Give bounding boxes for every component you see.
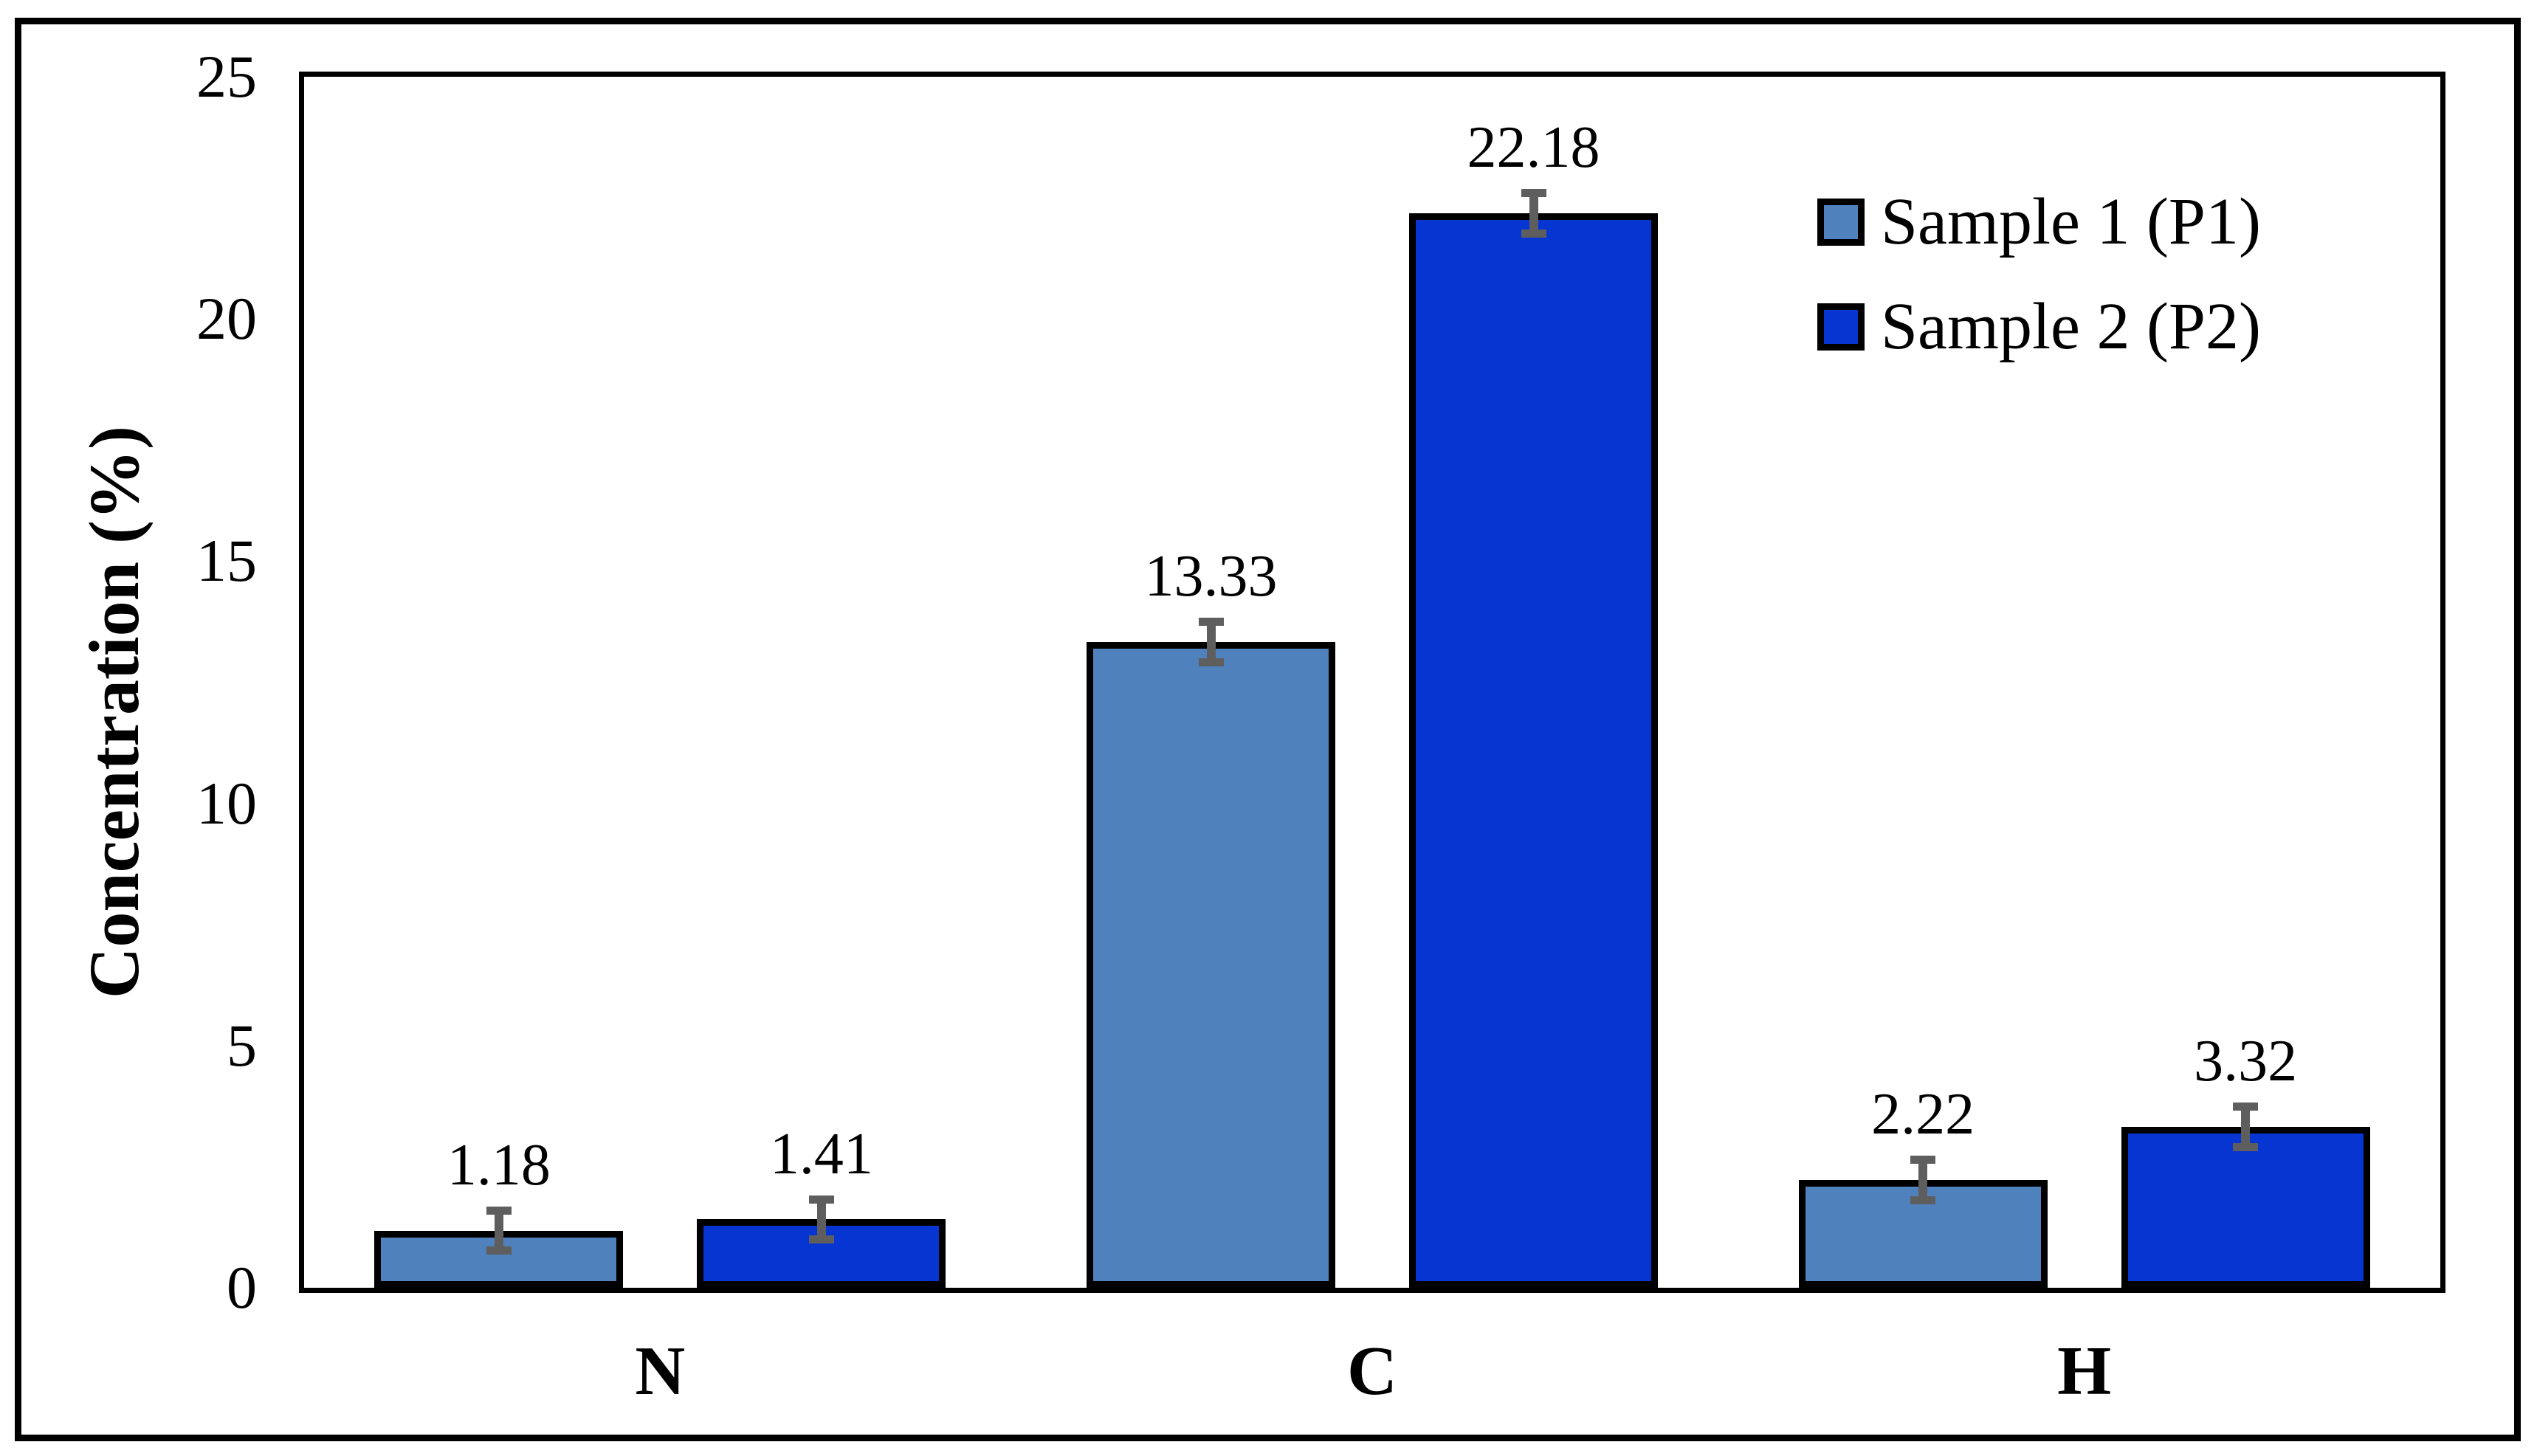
error-bar-cap-top (1910, 1156, 1936, 1165)
value-label-N-series2: 1.41 (769, 1121, 873, 1187)
error-bar-H-series2 (2233, 1103, 2259, 1151)
value-label-N-series1: 1.18 (447, 1132, 551, 1198)
value-label-H-series1: 2.22 (1871, 1082, 1975, 1148)
error-bar-cap-top (1521, 189, 1546, 198)
error-bar-stem (494, 1206, 503, 1255)
y-tick-label: 15 (196, 527, 257, 595)
error-bar-N-series2 (808, 1195, 834, 1244)
y-tick-label: 0 (227, 1254, 257, 1321)
error-bar-stem (2241, 1103, 2251, 1151)
x-category-label: C (1347, 1333, 1397, 1410)
error-bar-H-series1 (1910, 1156, 1936, 1205)
error-bar-C-series2 (1521, 189, 1546, 238)
error-bar-cap-top (2233, 1103, 2259, 1111)
plot-area: 1.18 1.41 13.33 22.18 2.22 3.32 Sample 1 (P1)… (299, 72, 2445, 1293)
y-axis-title: Concentration (%) (75, 426, 154, 998)
error-bar-cap-bottom (1910, 1196, 1936, 1205)
legend-label-series1: Sample 1 (P1) (1881, 185, 2261, 258)
legend-swatch-series1 (1817, 199, 1865, 246)
y-tick-label: 5 (227, 1011, 257, 1079)
bar-C-series2 (1409, 213, 1658, 1288)
value-label-C-series1: 13.33 (1144, 544, 1278, 610)
error-bar-stem (1206, 618, 1216, 666)
x-category-label: H (2057, 1333, 2112, 1410)
value-label-C-series2: 22.18 (1467, 115, 1600, 181)
bar-H-series2 (2121, 1127, 2370, 1288)
y-tick-label: 25 (196, 43, 257, 110)
figure-border (15, 18, 2521, 1441)
error-bar-cap-top (1198, 618, 1224, 627)
error-bar-stem (1918, 1156, 1928, 1205)
x-category-label: N (635, 1333, 686, 1410)
error-bar-cap-bottom (1521, 229, 1546, 238)
error-bar-N-series1 (486, 1206, 512, 1255)
value-label-H-series2: 3.32 (2194, 1029, 2298, 1094)
error-bar-cap-bottom (486, 1246, 512, 1255)
error-bar-cap-bottom (808, 1235, 834, 1244)
legend-item-series1: Sample 1 (P1) (1817, 189, 2261, 255)
error-bar-cap-bottom (2233, 1142, 2259, 1151)
legend-swatch-series2 (1817, 303, 1865, 351)
legend-item-series2: Sample 2 (P2) (1817, 294, 2261, 360)
error-bar-C-series1 (1198, 618, 1224, 666)
y-tick-label: 10 (196, 769, 257, 837)
error-bar-cap-top (808, 1195, 834, 1204)
error-bar-cap-bottom (1198, 658, 1224, 666)
error-bar-stem (1529, 189, 1538, 238)
error-bar-cap-top (486, 1206, 512, 1215)
legend-label-series2: Sample 2 (P2) (1881, 290, 2261, 363)
bar-C-series1 (1087, 642, 1335, 1288)
error-bar-stem (816, 1195, 826, 1244)
y-tick-label: 20 (196, 285, 257, 353)
